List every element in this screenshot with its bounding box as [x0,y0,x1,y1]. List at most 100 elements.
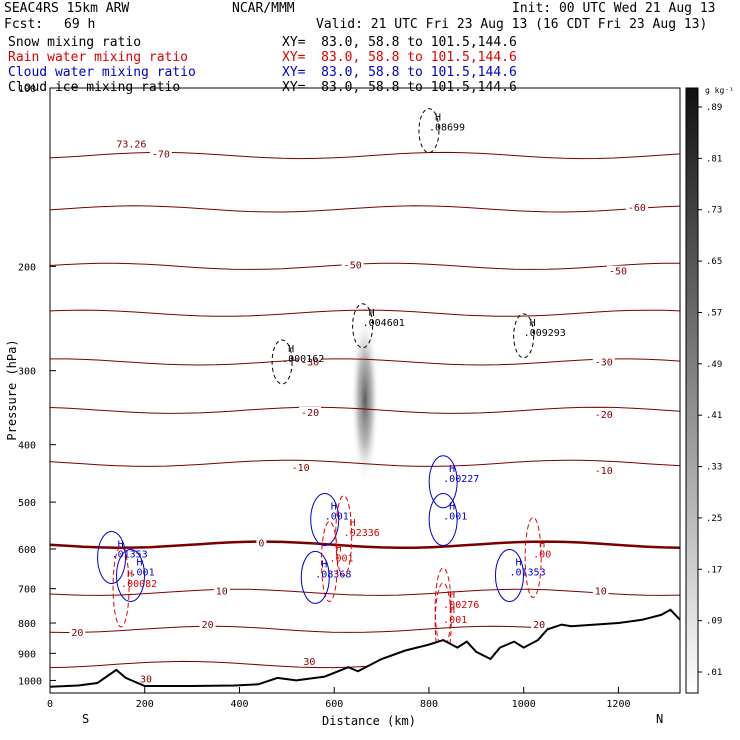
y-tick-label: 1000 [18,676,42,687]
cloud-ice-max-label: .08699 [429,123,465,134]
isotherm-label-bg [341,259,364,270]
cloud-water-max-marker: H [449,502,455,513]
snow-shading [351,313,379,487]
isotherm-label: 20 [71,628,83,639]
isotherm-label-bg [625,201,648,212]
terrain-line [50,608,680,688]
cloud-ice-max-marker: H [435,113,441,124]
isotherm-label: -10 [595,466,613,477]
colorbar-tick-label: .09 [706,617,722,627]
rain-water-contour [112,546,130,628]
cloud-water-max-marker: H [331,502,337,513]
y-tick-label: 500 [18,498,36,509]
x-tick-label: 600 [325,699,343,710]
isotherm-label-bg [606,265,629,276]
colorbar-tick-label: .81 [706,154,722,164]
rain-water-max-marker: H [449,605,455,616]
rain-water-contour [320,521,338,603]
isotherm-label-bg [299,406,322,417]
colorbar-tick-label: .89 [706,103,722,113]
rain-water-max-label: .001 [443,615,467,626]
cloud-water-max-label: .01353 [112,549,148,560]
isotherm-label: -50 [344,260,362,271]
x-tick-label: 1000 [512,699,536,710]
cloud-ice-max-label: .009293 [524,328,566,339]
colorbar-tick-label: .25 [706,514,722,524]
colorbar-tick-label: .73 [706,206,722,216]
isotherm-label: -60 [628,203,646,214]
cloud-water-contour [300,550,330,604]
field-name-rain: Rain water mixing ratio [8,50,189,65]
x-tick-label: 800 [420,699,438,710]
cloud-water-max-marker: H [321,559,327,570]
rain-water-max-marker: H [335,544,341,555]
isotherm-label: -30 [595,358,613,369]
isotherm--10 [50,459,680,467]
rain-water-max-label: .00 [533,549,551,560]
isotherm-label: -70 [152,150,170,161]
isotherm-label-bg [289,462,312,473]
isotherm-label: 73.26 [116,139,146,150]
x-tick-label: 400 [230,699,248,710]
isotherm-label-bg [592,409,615,420]
cloud-water-max-label: .001 [325,512,349,523]
rain-water-max-label: .02336 [344,528,380,539]
isotherm-label-bg [299,356,322,367]
cloud-ice-max-label: .004601 [363,318,405,329]
fcst-value: 69 h [64,17,96,32]
cloud-ice-max-marker: H [530,318,536,329]
terrain-fill [50,609,680,693]
field-xy-cloud-water: XY= 83.0, 58.8 to 101.5,144.6 [282,65,517,80]
cloud-water-max-label: .01353 [509,567,545,578]
colorbar-tick-label: .33 [706,463,722,473]
cloud-water-contour [428,493,458,547]
isotherm-label-bg [138,673,154,684]
cloud-ice-max-marker: H [288,344,294,355]
rain-water-max-marker: H [449,590,455,601]
y-tick-label: 200 [18,262,36,273]
rain-water-max-marker: H [350,518,356,529]
y-tick-label: 900 [18,649,36,660]
plot-frame [49,87,681,694]
isotherm-label-bg [592,585,609,596]
cloud-ice-max-marker: H [369,308,375,319]
org-title: NCAR/MMM [232,1,295,16]
cloud-water-max-label: .08368 [315,569,351,580]
cloud-water-max-marker: H [449,464,455,475]
isotherm--70 [50,151,680,160]
isotherm-label-bg [69,627,86,638]
rain-water-max-marker: H [127,569,133,580]
cloud-ice-max-label: .000162 [282,354,324,365]
isotherm--60 [50,205,680,213]
rain-water-contour [524,516,542,598]
y-tick-label: 600 [18,545,36,556]
rain-water-max-label: .00082 [121,579,157,590]
cloud-water-contour [97,530,127,584]
cloud-water-contour [116,548,146,602]
isotherm-label: 20 [533,620,545,631]
isotherm-label: -50 [609,267,627,278]
field-name-snow: Snow mixing ratio [8,35,142,50]
endpoint-label-north: N [656,712,663,726]
isotherm-label: -30 [301,358,319,369]
cloud-water-contour [494,548,524,602]
isotherm--50 [50,262,680,270]
isotherm-10 [50,588,680,596]
isotherm-label: 0 [258,539,264,550]
colorbar-tick-label: .57 [706,308,722,318]
isotherm-label-bg [592,356,615,367]
colorbar-tick-label: .49 [706,360,722,370]
isotherm-label-bg [213,585,230,596]
y-tick-label: 700 [18,585,36,596]
fcst-label: Fcst: [4,17,44,32]
cloud-water-max-marker: H [118,539,124,550]
colorbar-unit: g kg⁻¹ [705,86,734,95]
cloud-water-max-label: .001 [131,567,155,578]
isotherm--40 [50,309,680,317]
cloud-water-max-marker: H [137,557,143,568]
colorbar-tick-label: .65 [706,257,722,267]
colorbar-tick-label: .17 [706,565,722,575]
cloud-water-max-label: .00227 [443,474,479,485]
isotherm--30 [50,358,680,366]
